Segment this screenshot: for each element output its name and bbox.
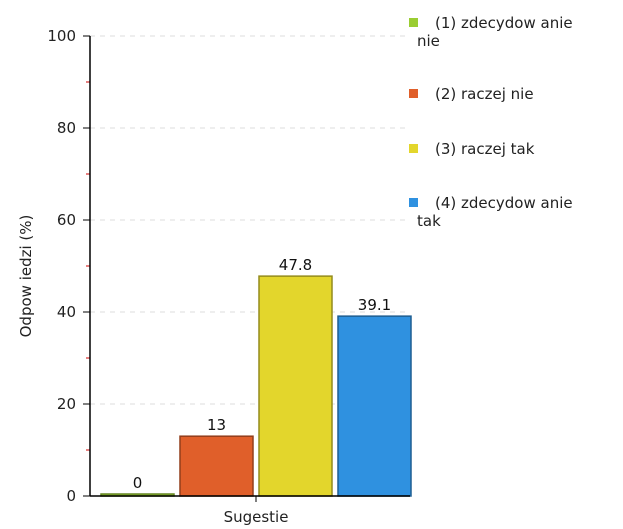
data-label: 39.1	[358, 296, 391, 314]
legend-swatch	[409, 89, 418, 98]
y-tick-label: 80	[57, 119, 76, 137]
bar	[179, 435, 254, 497]
legend-swatch	[409, 198, 418, 207]
data-label: 13	[207, 416, 226, 434]
legend-label: (2) raczej nie	[435, 85, 534, 103]
legend-label: tak	[417, 212, 441, 230]
data-label: 47.8	[279, 256, 312, 274]
y-tick-label: 100	[47, 27, 76, 45]
legend-label: (4) zdecydow anie	[435, 194, 573, 212]
y-tick-label: 60	[57, 211, 76, 229]
x-axis-title: Sugestie	[224, 508, 289, 526]
gridlines	[90, 35, 410, 405]
y-tick-label: 0	[66, 487, 76, 505]
legend-swatch	[409, 144, 418, 153]
bar	[337, 315, 412, 497]
legend-label: nie	[417, 32, 440, 50]
y-tick-label: 20	[57, 395, 76, 413]
y-tick-label: 40	[57, 303, 76, 321]
data-label: 0	[133, 474, 143, 492]
y-axis-title: Odpow iedzi (%)	[17, 215, 35, 338]
bars	[100, 275, 412, 497]
legend-label: (3) raczej tak	[435, 140, 535, 158]
legend-swatch	[409, 18, 418, 27]
bar	[258, 275, 333, 497]
data-labels: 0 13 47.8 39.1	[133, 256, 391, 492]
legend-label: (1) zdecydow anie	[435, 14, 573, 32]
axes: 0 20 40 60 80 100	[47, 27, 410, 505]
